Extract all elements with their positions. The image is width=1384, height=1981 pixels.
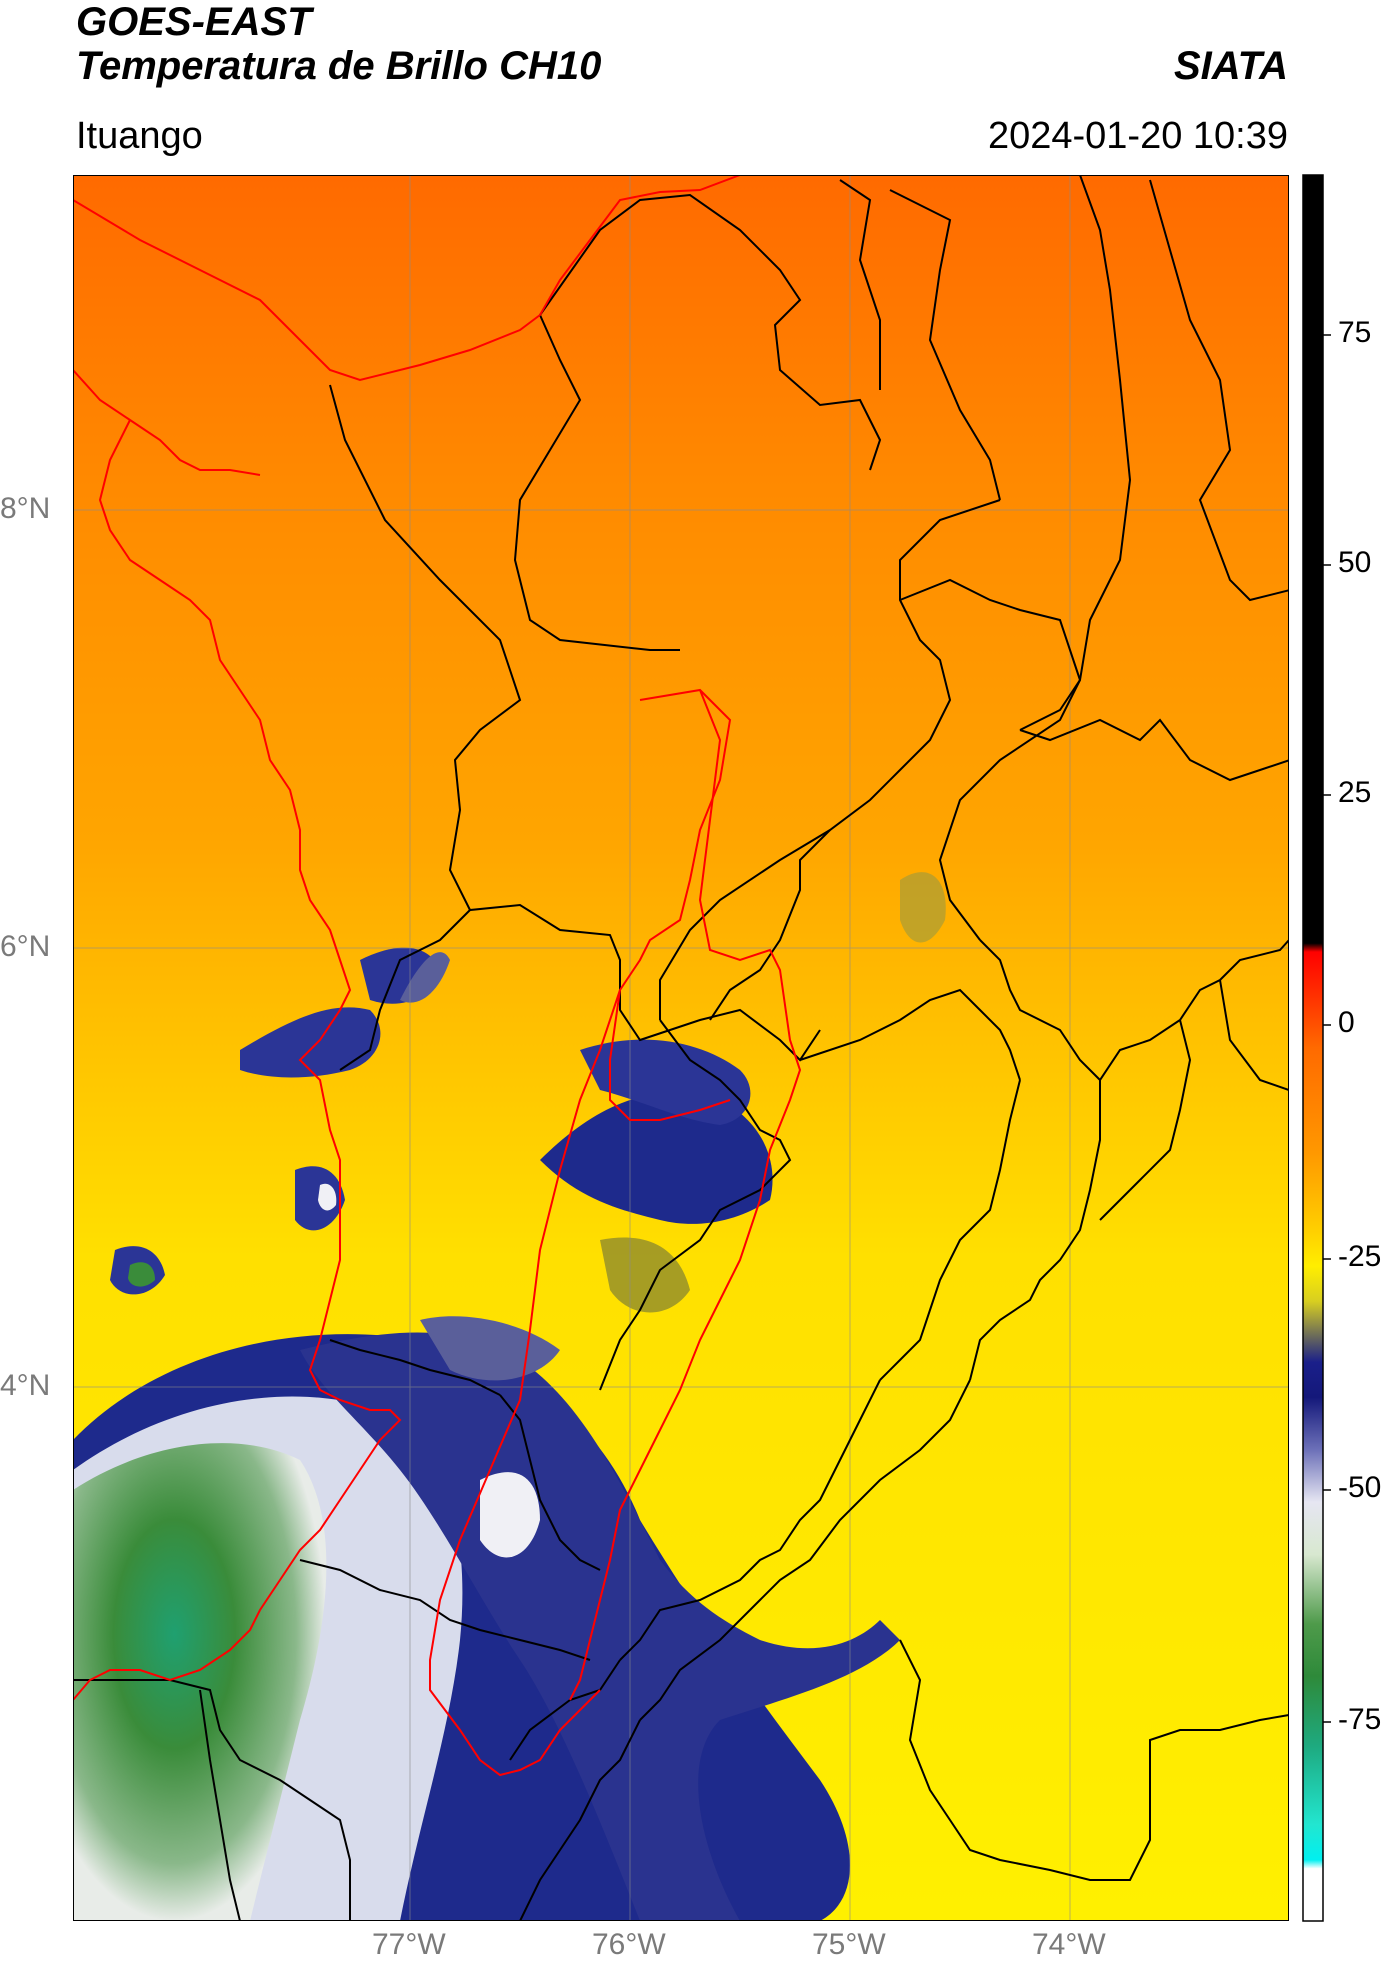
colorbar-label-minus50: -50: [1338, 1471, 1382, 1504]
datetime-label: 2024-01-20 10:39: [987, 115, 1288, 157]
map-panel: [73, 175, 1289, 1921]
lon-tick-76w: 76°W: [592, 1928, 666, 1961]
lon-tick-77w: 77°W: [372, 1928, 446, 1961]
colorbar-label-25: 25: [1338, 776, 1372, 809]
product-title: Temperatura de Brillo CH10: [76, 44, 602, 88]
graticule: [73, 175, 1289, 1921]
satellite-title: GOES-EAST: [76, 0, 312, 44]
colorbar-label-minus75: -75: [1338, 1703, 1382, 1736]
colorbar-label-minus25: -25: [1338, 1240, 1382, 1273]
lat-tick-8n: 8°N: [0, 492, 51, 525]
coast-and-basin-borders: [73, 175, 802, 1777]
lon-tick-75w: 75°W: [812, 1928, 886, 1961]
colorbar-label-75: 75: [1338, 316, 1372, 349]
lon-tick-74w: 74°W: [1032, 1928, 1106, 1961]
lat-tick-6n: 6°N: [0, 930, 51, 963]
colorbar-label-50: 50: [1338, 546, 1372, 579]
region-label: Ituango: [76, 115, 203, 157]
agency-label: SIATA: [1173, 44, 1288, 88]
lat-tick-4n: 4°N: [0, 1369, 51, 1402]
colorbar: [1302, 174, 1331, 1922]
colorbar-label-0: 0: [1338, 1006, 1355, 1039]
colorbar-ticks: [1323, 334, 1331, 1723]
department-borders: [73, 175, 1289, 1921]
